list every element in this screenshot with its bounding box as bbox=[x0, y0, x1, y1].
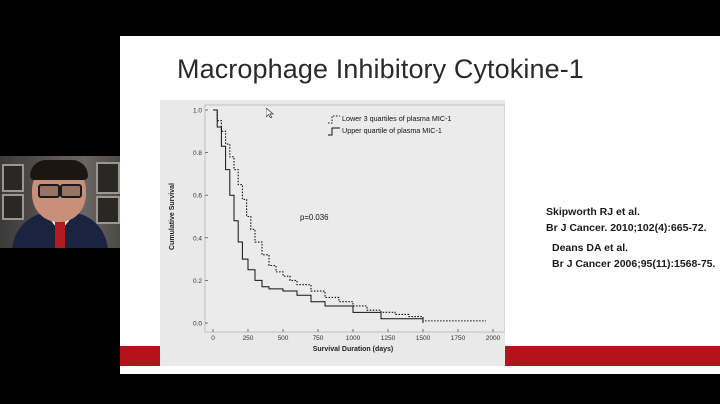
x-axis-label: Survival Duration (days) bbox=[313, 346, 394, 353]
y-axis-label: Cumulative Survival bbox=[169, 183, 176, 250]
p-value-annotation: p=0.036 bbox=[300, 213, 328, 222]
y-tick-label: 0.2 bbox=[193, 278, 202, 285]
x-tick-label: 1000 bbox=[346, 335, 361, 342]
accent-bar-left bbox=[120, 346, 160, 366]
reference-2-authors: Deans DA et al. bbox=[552, 242, 629, 254]
reference-2-citation: Br J Cancer 2006;95(11):1568-75. bbox=[552, 258, 716, 270]
survival-chart: 0.0 0.2 0.4 0.6 0.8 1.0 0 250 500 750 1000 1250 1500… bbox=[160, 100, 505, 366]
series-lower-quartiles-curve bbox=[213, 109, 486, 322]
wall-picture-frame bbox=[96, 162, 120, 194]
x-tick-label: 750 bbox=[313, 335, 324, 342]
participant-video-tile[interactable] bbox=[0, 156, 120, 248]
x-tick-label: 1750 bbox=[451, 335, 466, 342]
speaker-tie bbox=[55, 218, 65, 248]
x-tick-label: 500 bbox=[278, 335, 289, 342]
legend-entry: Upper quartile of plasma MIC-1 bbox=[342, 126, 442, 135]
x-tick-label: 2000 bbox=[486, 335, 501, 342]
y-tick-label: 1.0 bbox=[193, 108, 202, 115]
x-tick-label: 250 bbox=[243, 335, 254, 342]
y-tick-label: 0.4 bbox=[193, 235, 202, 242]
glasses-icon bbox=[38, 184, 60, 198]
legend-entry: Lower 3 quartiles of plasma MIC-1 bbox=[342, 114, 451, 123]
wall-picture-frame bbox=[2, 194, 24, 220]
speaker-hair bbox=[30, 160, 88, 180]
slide-title: Macrophage Inhibitory Cytokine-1 bbox=[177, 54, 584, 84]
plot-frame bbox=[204, 104, 505, 333]
x-tick-label: 1500 bbox=[416, 335, 431, 342]
wall-picture-frame bbox=[96, 196, 120, 224]
mouse-cursor-icon bbox=[266, 108, 274, 118]
series-upper-quartile-curve bbox=[213, 109, 424, 323]
accent-bar-right bbox=[505, 346, 720, 366]
legend-swatch bbox=[328, 115, 340, 124]
reference-1-citation: Br J Cancer. 2010;102(4):665-72. bbox=[546, 222, 707, 234]
y-tick-label: 0.0 bbox=[193, 321, 202, 328]
survival-chart-svg: 0.0 0.2 0.4 0.6 0.8 1.0 0 250 500 750 1000 1250 1500… bbox=[169, 104, 505, 353]
glasses-icon bbox=[60, 184, 82, 198]
x-tick-label: 1250 bbox=[381, 335, 396, 342]
reference-1-authors: Skipworth RJ et al. bbox=[546, 206, 640, 218]
wall-picture-frame bbox=[2, 164, 24, 192]
y-tick-label: 0.8 bbox=[193, 150, 202, 157]
presentation-slide: Macrophage Inhibitory Cytokine-1 0.0 0.2 0… bbox=[120, 36, 720, 374]
y-tick-label: 0.6 bbox=[193, 193, 202, 200]
legend-swatch bbox=[328, 127, 340, 136]
x-tick-label: 0 bbox=[211, 335, 215, 342]
